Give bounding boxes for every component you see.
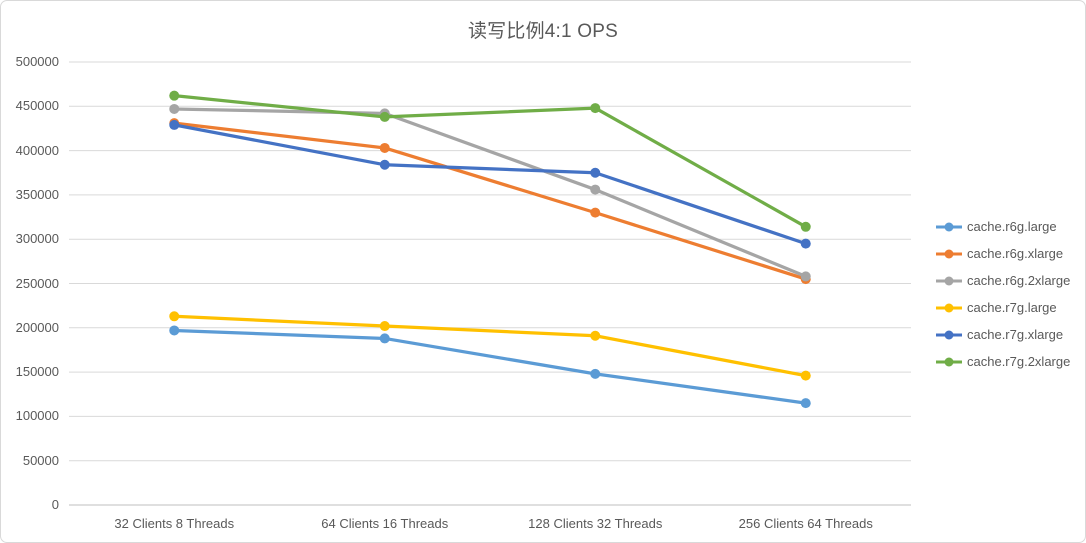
legend-label: cache.r6g.2xlarge	[967, 273, 1071, 288]
series-line-cache.r7g.2xlarge	[172, 94, 808, 229]
legend-marker-icon	[936, 249, 962, 258]
x-tick-label: 128 Clients 32 Threads	[528, 516, 663, 531]
data-point-cache.r7g.xlarge	[379, 159, 390, 170]
legend-item-cache.r6g.xlarge: cache.r6g.xlarge	[935, 240, 1070, 267]
data-point-cache.r6g.xlarge	[590, 207, 601, 218]
data-point-cache.r6g.2xlarge	[590, 184, 601, 195]
data-point-cache.r6g.large	[590, 368, 601, 379]
data-point-cache.r6g.2xlarge	[800, 271, 811, 282]
data-point-cache.r7g.large	[800, 370, 811, 381]
y-tick-label: 200000	[15, 319, 59, 335]
y-tick-label: 450000	[15, 98, 59, 114]
data-point-cache.r7g.xlarge	[800, 238, 811, 249]
legend-marker-icon	[936, 303, 962, 312]
data-point-cache.r7g.2xlarge	[800, 221, 811, 232]
legend-label: cache.r6g.large	[967, 219, 1057, 234]
y-tick-label: 400000	[15, 142, 59, 158]
series-line-cache.r6g.2xlarge	[172, 107, 808, 279]
x-tick-label: 256 Clients 64 Threads	[738, 516, 873, 531]
data-point-cache.r6g.large	[169, 325, 180, 336]
legend: cache.r6g.large cache.r6g.xlarge cache.r6g…	[935, 213, 1070, 375]
series-line-cache.r6g.large	[172, 328, 808, 405]
data-point-cache.r7g.xlarge	[590, 167, 601, 178]
legend-marker-icon	[936, 330, 962, 339]
y-tick-label: 50000	[22, 452, 59, 468]
legend-label: cache.r7g.2xlarge	[967, 354, 1071, 369]
x-tick-label: 32 Clients 8 Threads	[114, 516, 235, 531]
legend-marker-icon	[936, 276, 962, 285]
series-line-cache.r7g.large	[172, 314, 808, 378]
data-point-cache.r7g.2xlarge	[169, 90, 180, 101]
y-tick-label: 500000	[15, 54, 59, 69]
data-point-cache.r6g.xlarge	[379, 142, 390, 153]
data-point-cache.r7g.large	[379, 321, 390, 332]
legend-marker-icon	[936, 357, 962, 366]
legend-item-cache.r6g.large: cache.r6g.large	[935, 213, 1070, 240]
legend-label: cache.r7g.large	[967, 300, 1057, 315]
legend-label: cache.r7g.xlarge	[967, 327, 1064, 342]
data-point-cache.r6g.large	[379, 333, 390, 344]
legend-label: cache.r6g.xlarge	[967, 246, 1064, 261]
legend-item-cache.r7g.2xlarge: cache.r7g.2xlarge	[935, 348, 1070, 375]
y-tick-label: 100000	[15, 408, 59, 424]
y-tick-label: 350000	[15, 186, 59, 202]
x-tick-label: 64 Clients 16 Threads	[321, 516, 449, 531]
data-point-cache.r7g.xlarge	[169, 119, 180, 130]
y-tick-label: 250000	[15, 275, 59, 291]
legend-marker-icon	[936, 222, 962, 231]
data-point-cache.r6g.2xlarge	[169, 103, 180, 114]
data-point-cache.r7g.2xlarge	[590, 103, 601, 114]
data-point-cache.r7g.large	[169, 311, 180, 322]
series-line-cache.r6g.xlarge	[172, 121, 808, 281]
data-point-cache.r7g.large	[590, 330, 601, 341]
data-point-cache.r7g.2xlarge	[379, 111, 390, 122]
legend-item-cache.r7g.xlarge: cache.r7g.xlarge	[935, 321, 1070, 348]
legend-item-cache.r6g.2xlarge: cache.r6g.2xlarge	[935, 267, 1070, 294]
y-tick-label: 0	[51, 497, 59, 512]
y-tick-label: 150000	[15, 364, 59, 380]
chart-title: 读写比例4:1 OPS	[467, 21, 619, 42]
series-line-cache.r7g.xlarge	[172, 123, 808, 246]
y-tick-label: 300000	[15, 231, 59, 247]
legend-item-cache.r7g.large: cache.r7g.large	[935, 294, 1070, 321]
data-point-cache.r6g.large	[800, 398, 811, 409]
